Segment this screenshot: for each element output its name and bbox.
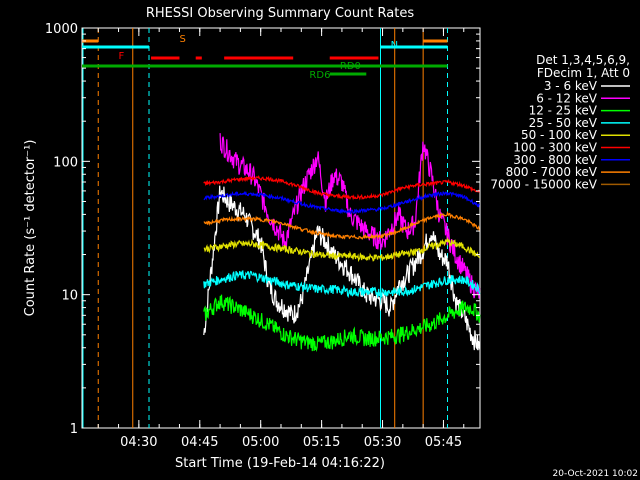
series-layer bbox=[203, 133, 481, 353]
legend: Det 1,3,4,5,6,9,FDecim 1, Att 03 - 6 keV… bbox=[490, 53, 630, 191]
x-tick-label: 05:00 bbox=[242, 435, 279, 450]
x-tick-label: 05:15 bbox=[303, 435, 340, 450]
y-tick-label: 1 bbox=[70, 422, 78, 437]
legend-entry-label: 50 - 100 keV bbox=[521, 128, 598, 142]
series-line bbox=[203, 175, 480, 201]
flag-label: F bbox=[119, 51, 125, 62]
x-tick-label: 04:30 bbox=[120, 435, 157, 450]
legend-entry-label: 6 - 12 keV bbox=[536, 91, 598, 105]
x-axis-label: Start Time (19-Feb-14 04:16:22) bbox=[175, 456, 385, 471]
legend-entry-label: 800 - 7000 keV bbox=[506, 165, 598, 179]
y-tick-label: 1000 bbox=[45, 22, 78, 37]
legend-entry-label: 12 - 25 keV bbox=[529, 104, 598, 118]
y-tick-label: 10 bbox=[61, 289, 78, 304]
chart-title: RHESSI Observing Summary Count Rates bbox=[146, 6, 415, 21]
x-tick-label: 04:45 bbox=[181, 435, 218, 450]
series-line bbox=[203, 236, 480, 263]
flag-label: S bbox=[179, 34, 185, 45]
legend-entry-label: 100 - 300 keV bbox=[513, 141, 597, 155]
series-line bbox=[203, 270, 481, 299]
x-tick-label: 05:30 bbox=[364, 435, 401, 450]
legend-header: Det 1,3,4,5,6,9, bbox=[536, 53, 630, 67]
y-axis-label: Count Rate (s⁻¹ detector⁻¹) bbox=[23, 140, 38, 317]
series-line bbox=[203, 190, 480, 215]
flag-label: RD0 bbox=[340, 61, 361, 72]
series-line bbox=[203, 210, 480, 241]
y-tick-label: 100 bbox=[53, 155, 78, 170]
series-line bbox=[203, 294, 481, 353]
series-line bbox=[203, 185, 481, 351]
legend-entry-label: 3 - 6 keV bbox=[544, 79, 598, 93]
plot-area: S N F RD0 RD6 bbox=[82, 28, 449, 428]
footer-date: 20-Oct-2021 10:02 bbox=[553, 469, 638, 479]
flag-label: RD6 bbox=[309, 70, 330, 81]
axis-layer: 1 10 100 1000 04:30 04:45 05:00 05:15 05:30 05:45 bbox=[45, 22, 480, 450]
x-tick-label: 05:45 bbox=[425, 435, 462, 450]
legend-entry-label: 25 - 50 keV bbox=[529, 116, 598, 130]
legend-entry-label: 7000 - 15000 keV bbox=[490, 177, 597, 191]
flag-label: N bbox=[391, 40, 398, 51]
legend-header: FDecim 1, Att 0 bbox=[537, 66, 630, 80]
legend-entry-label: 300 - 800 keV bbox=[513, 153, 597, 167]
